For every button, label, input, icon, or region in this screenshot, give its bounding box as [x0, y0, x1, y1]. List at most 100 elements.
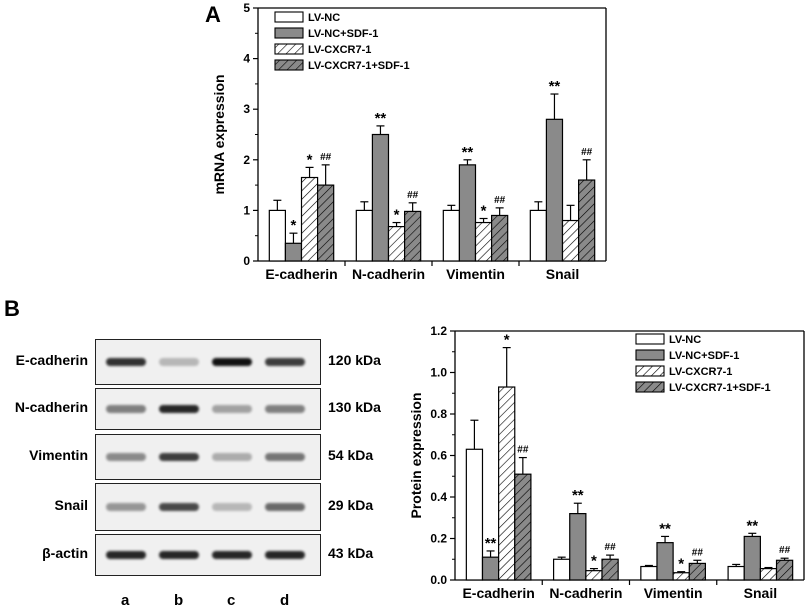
protein-bar [498, 386, 516, 581]
lane-label: b [174, 592, 184, 609]
blot-band [265, 405, 305, 413]
blot-band [159, 453, 199, 461]
mrna-ytick-label: 4 [243, 52, 250, 66]
mrna-bar [316, 184, 335, 262]
mrna-category-label: N-cadherin [352, 266, 425, 282]
mrna-legend-label: LV-CXCR7-1 [308, 44, 371, 56]
lane-label: c [227, 592, 236, 609]
protein-category-label: N-cadherin [549, 585, 622, 601]
mrna-bar [403, 210, 422, 262]
mrna-legend-label: LV-NC+SDF-1 [308, 28, 378, 40]
blot-band [212, 551, 252, 559]
mrna-bar [371, 133, 390, 262]
blot-row-label: Vimentin [29, 447, 88, 463]
blot-row-label: Snail [54, 497, 88, 513]
mrna-legend-label: LV-NC [308, 12, 340, 24]
mrna-legend-swatch [274, 59, 304, 71]
blot-row [95, 339, 321, 385]
mrna-bar [268, 209, 287, 262]
mrna-significance-label: * [291, 217, 297, 234]
protein-legend-swatch [635, 333, 665, 345]
panel-a-letter: A [205, 2, 221, 27]
protein-legend-swatch [635, 365, 665, 377]
mrna-significance-label: ** [462, 144, 474, 161]
blot-band [159, 358, 199, 366]
protein-ytick-label: 0.8 [430, 407, 447, 421]
mrna-ytick-label: 2 [243, 153, 250, 167]
mrna-significance-label: ## [494, 195, 506, 206]
protein-bar [672, 572, 690, 581]
mrna-significance-label: * [394, 207, 400, 224]
mrna-ytick-label: 1 [243, 203, 250, 217]
protein-ytick-label: 1.0 [430, 366, 447, 380]
mrna-category-label: E-cadherin [265, 266, 337, 282]
mrna-category-label: Vimentin [446, 266, 505, 282]
mrna-ylabel: mRNA expression [211, 74, 227, 194]
protein-bar [552, 558, 571, 581]
mrna-ytick-label: 0 [243, 254, 250, 268]
protein-bar [601, 558, 619, 581]
protein-ytick-label: 0.0 [430, 573, 447, 587]
blot-row [95, 534, 321, 576]
protein-legend-label: LV-NC+SDF-1 [669, 350, 739, 362]
mrna-bar [284, 242, 303, 262]
protein-bar [481, 556, 500, 581]
mrna-ytick-label: 5 [243, 1, 250, 15]
blot-kda-label: 54 kDa [328, 447, 374, 463]
mrna-significance-label: ** [549, 78, 561, 95]
blot-band [106, 503, 146, 511]
mrna-bar [561, 219, 580, 262]
protein-bar [775, 559, 794, 581]
mrna-bar [387, 225, 406, 262]
protein-legend-label: LV-NC [669, 334, 701, 346]
blot-row [95, 483, 321, 531]
blot-kda-label: 43 kDa [328, 545, 374, 561]
blot-band [106, 405, 146, 413]
mrna-significance-label: ** [375, 110, 387, 127]
blot-band [212, 358, 252, 366]
protein-significance-label: ## [779, 545, 791, 556]
mrna-legend-swatch [274, 11, 304, 23]
protein-category-label: Vimentin [644, 585, 703, 601]
mrna-bar [545, 118, 564, 262]
blot-band [106, 358, 146, 366]
mrna-bar [355, 209, 374, 262]
protein-significance-label: * [504, 332, 510, 349]
protein-bar [656, 542, 674, 581]
lane-label: d [280, 592, 290, 609]
protein-bar [743, 535, 761, 581]
blot-band [106, 551, 146, 559]
mrna-bar [442, 209, 461, 262]
protein-significance-label: ## [517, 445, 529, 456]
blot-band [212, 503, 252, 511]
blot-row-label: β-actin [42, 545, 88, 561]
mrna-bar [474, 221, 493, 262]
protein-category-label: Snail [744, 585, 777, 601]
protein-ylabel: Protein expression [408, 392, 424, 518]
blot-band [159, 551, 199, 559]
protein-legend-swatch [635, 381, 665, 393]
protein-significance-label: ** [659, 520, 671, 537]
protein-significance-label: ** [746, 517, 758, 534]
mrna-legend-label: LV-CXCR7-1+SDF-1 [308, 60, 410, 72]
blot-row-label: N-cadherin [14, 399, 88, 415]
blot-kda-label: 130 kDa [328, 399, 381, 415]
mrna-bar [458, 164, 477, 262]
blot-band [212, 453, 252, 461]
blot-band [265, 503, 305, 511]
mrna-significance-label: ## [407, 190, 419, 201]
protein-significance-label: ## [692, 547, 704, 558]
protein-significance-label: * [591, 553, 597, 570]
mrna-significance-label: ## [320, 152, 332, 163]
mrna-bar [529, 209, 548, 262]
blot-kda-label: 29 kDa [328, 497, 374, 513]
mrna-significance-label: * [481, 202, 487, 219]
protein-significance-label: ** [572, 487, 584, 504]
protein-bar [727, 565, 745, 581]
blot-row [95, 388, 321, 430]
mrna-legend-swatch [274, 43, 304, 55]
mrna-category-label: Snail [546, 266, 579, 282]
protein-legend-label: LV-CXCR7-1 [669, 366, 732, 378]
protein-legend-swatch [635, 349, 665, 361]
